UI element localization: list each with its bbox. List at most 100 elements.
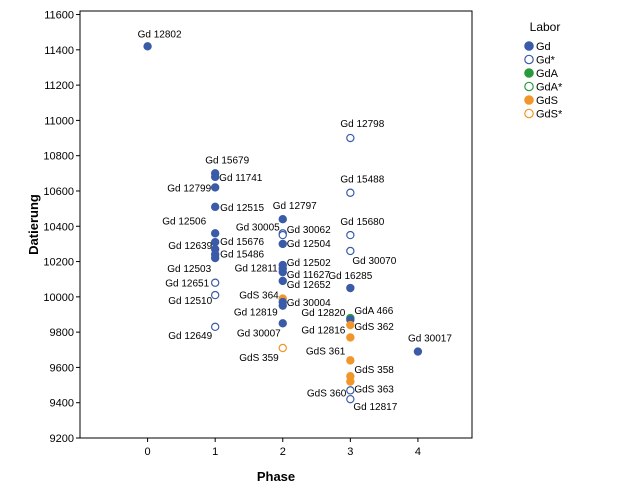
data-point [210, 202, 220, 212]
point-label: GdS 360 [307, 388, 347, 399]
point-label: Gd 12506 [162, 216, 206, 227]
point-label: Gd 12820 [301, 308, 345, 319]
point-label: Gd 11627 [287, 270, 331, 281]
x-tick-label: 4 [415, 446, 421, 458]
data-point [346, 188, 355, 197]
x-axis-title: Phase [257, 469, 295, 484]
data-point [278, 267, 287, 277]
data-point [346, 283, 355, 293]
legend-marker [524, 95, 534, 105]
point-label: Gd 30005 [236, 222, 280, 233]
legend-marker [524, 81, 534, 92]
point-label: Gd 12817 [353, 402, 397, 413]
x-tick-label: 1 [212, 446, 218, 458]
point-label: GdS 359 [239, 353, 279, 364]
data-point [346, 133, 355, 143]
point-label: Gd 30017 [408, 334, 452, 345]
data-point [413, 347, 423, 356]
point-label: Gd 12504 [287, 239, 331, 250]
data-point [210, 229, 220, 238]
point-label: Gd 16285 [328, 271, 372, 282]
y-tick-label: 11000 [44, 115, 74, 127]
point-label: Gd 12802 [138, 29, 182, 40]
plot-frame [79, 10, 473, 439]
data-point [346, 246, 355, 256]
legend-label: GdS [536, 95, 558, 107]
point-label: Gd 15488 [340, 175, 384, 186]
legend-title: Labor [530, 20, 561, 34]
y-tick-label: 9400 [50, 398, 74, 410]
data-point [346, 377, 355, 386]
legend-label: Gd [536, 41, 551, 53]
point-label: Gd 15676 [220, 237, 264, 248]
point-label: Gd 15486 [220, 249, 264, 260]
y-tick-label: 9800 [50, 327, 74, 339]
data-point [278, 343, 287, 353]
x-tick-label: 0 [145, 446, 151, 458]
data-point [210, 183, 220, 192]
data-point [210, 237, 220, 247]
legend-label: GdA* [536, 82, 563, 94]
data-point [143, 42, 152, 51]
point-label: Gd 12515 [220, 203, 264, 214]
legend-label: GdS* [536, 109, 563, 121]
point-label: Gd 12510 [168, 296, 212, 307]
y-tick-label: 10200 [43, 257, 74, 269]
y-tick-label: 10000 [43, 292, 74, 304]
y-tick-label: 11600 [44, 10, 74, 22]
legend-marker [524, 108, 534, 119]
point-label: Gd 15680 [340, 217, 384, 228]
point-label: GdS 363 [354, 385, 394, 396]
x-tick-label: 2 [280, 446, 286, 458]
y-tick-label: 9600 [50, 362, 74, 374]
point-label: Gd 30070 [352, 256, 396, 267]
y-tick-label: 10600 [43, 186, 74, 198]
data-point [278, 239, 287, 249]
data-point [346, 333, 355, 342]
data-point [210, 290, 220, 300]
point-label: GdS 362 [354, 322, 394, 333]
point-label: Gd 12819 [234, 308, 278, 319]
y-tick-label: 9200 [50, 433, 74, 445]
data-point [210, 278, 220, 287]
point-label: Gd 12503 [167, 264, 211, 275]
data-point [346, 394, 355, 404]
point-label: Gd 30007 [237, 328, 281, 339]
point-label: Gd 30004 [287, 298, 331, 309]
legend: Labor Gd Gd*GdA GdA*GdS GdS* [524, 20, 563, 121]
point-label: Gd 12651 [165, 279, 209, 290]
data-point [346, 230, 355, 240]
data-point [278, 215, 287, 224]
data-point [346, 386, 355, 395]
point-label: Gd 11741 [219, 173, 263, 184]
point-label: GdS 364 [239, 291, 279, 302]
point-label: GdS 361 [306, 346, 346, 357]
point-label: Gd 12797 [273, 201, 317, 212]
data-point [210, 322, 220, 332]
data-point [346, 320, 355, 330]
point-label: Gd 12799 [167, 183, 211, 194]
data-point [210, 253, 220, 263]
data-point [210, 172, 220, 182]
point-label: Gd 12639 [168, 241, 212, 252]
y-tick-label: 11400 [44, 45, 74, 57]
point-label: Gd 12816 [301, 325, 345, 336]
point-label: Gd 12649 [168, 331, 212, 342]
point-label: Gd 30062 [287, 225, 331, 236]
y-tick-label: 11200 [44, 80, 74, 92]
data-point [278, 301, 287, 310]
data-point [346, 356, 355, 365]
data-point [278, 230, 287, 240]
data-point [278, 276, 287, 286]
x-tick-label: 3 [347, 446, 353, 458]
legend-label: GdA [536, 68, 559, 80]
y-tick-label: 10800 [43, 151, 74, 163]
point-label: Gd 15679 [205, 155, 249, 166]
y-axis-title: Datierung [26, 194, 41, 255]
point-label: GdA 466 [354, 306, 393, 317]
y-tick-label: 10400 [43, 221, 74, 233]
legend-marker [524, 68, 534, 78]
data-point [278, 319, 287, 328]
point-label: Gd 12502 [287, 258, 331, 269]
